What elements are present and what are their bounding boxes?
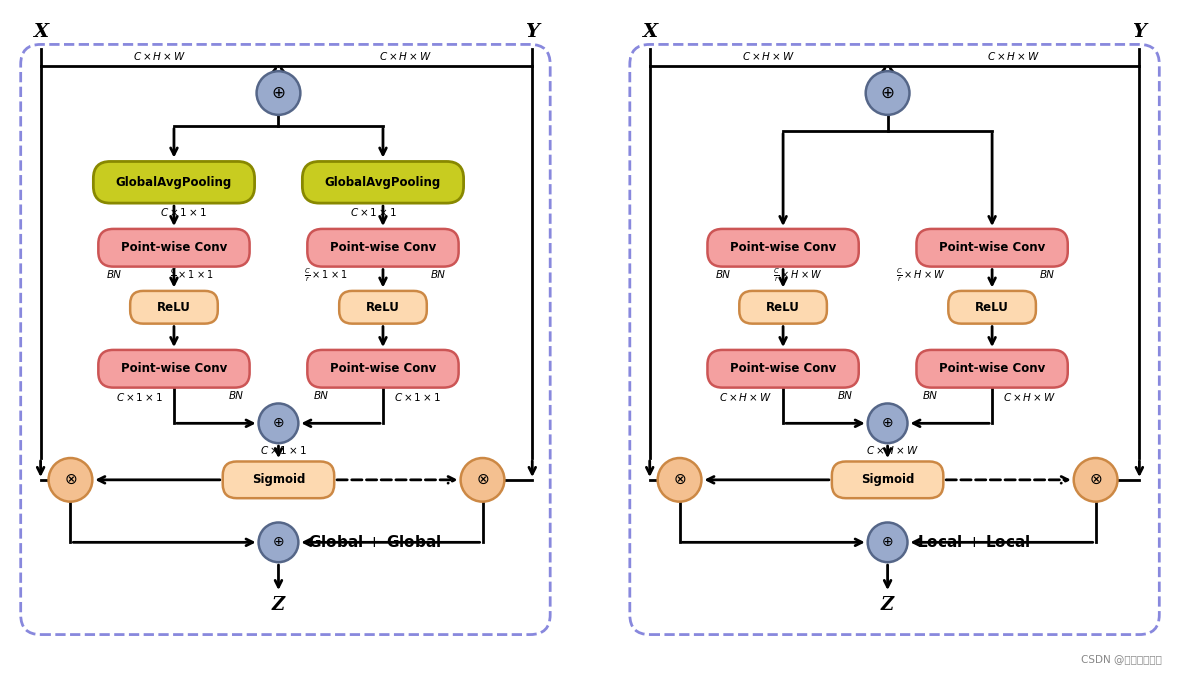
FancyBboxPatch shape [307,350,459,388]
Text: BN: BN [923,390,938,401]
Text: Z: Z [271,595,286,614]
Text: BN: BN [107,270,122,280]
Text: $\otimes$: $\otimes$ [476,473,490,488]
Text: $C\times H\times W$: $C\times H\times W$ [986,50,1040,62]
Text: Sigmoid: Sigmoid [861,473,914,486]
Circle shape [460,458,504,502]
FancyBboxPatch shape [708,350,859,388]
Circle shape [258,522,299,562]
Text: $\frac{C}{r}\times1\times1$: $\frac{C}{r}\times1\times1$ [303,267,347,285]
Text: Point-wise Conv: Point-wise Conv [730,241,837,254]
Text: BN: BN [838,390,852,401]
Text: $\frac{C}{r}\times1\times1$: $\frac{C}{r}\times1\times1$ [170,267,214,285]
Text: BN: BN [314,390,329,401]
FancyBboxPatch shape [917,229,1068,267]
Circle shape [657,458,701,502]
FancyBboxPatch shape [740,291,827,324]
Text: ReLU: ReLU [975,301,1009,314]
FancyBboxPatch shape [832,462,943,498]
Text: $\otimes$: $\otimes$ [673,473,687,488]
Circle shape [866,71,910,115]
FancyBboxPatch shape [307,229,459,267]
Text: Y: Y [1133,22,1146,41]
Text: Sigmoid: Sigmoid [251,473,306,486]
Text: X: X [33,22,48,41]
Text: Point-wise Conv: Point-wise Conv [939,363,1045,375]
Text: $\frac{C}{r}\times H\times W$: $\frac{C}{r}\times H\times W$ [896,267,945,285]
Text: $\otimes$: $\otimes$ [1089,473,1102,488]
Text: BN: BN [431,270,445,280]
Text: $C\times1\times1$: $C\times1\times1$ [116,390,163,403]
Text: $\oplus$: $\oplus$ [271,84,286,102]
FancyBboxPatch shape [949,291,1036,324]
Circle shape [867,522,907,562]
FancyBboxPatch shape [130,291,218,324]
Text: $\oplus$: $\oplus$ [881,535,893,549]
Text: $\oplus$: $\oplus$ [881,416,893,430]
Text: $\oplus$: $\oplus$ [273,535,284,549]
Text: Global $+$ Global: Global $+$ Global [308,534,441,550]
FancyBboxPatch shape [93,162,255,203]
FancyBboxPatch shape [302,162,464,203]
Text: Y: Y [525,22,539,41]
FancyBboxPatch shape [339,291,427,324]
Text: Point-wise Conv: Point-wise Conv [330,363,437,375]
Text: $\frac{C}{r}\times H\times W$: $\frac{C}{r}\times H\times W$ [773,267,822,285]
Text: $C\times H\times W$: $C\times H\times W$ [719,390,772,403]
Circle shape [48,458,92,502]
Text: $C\times1\times1$: $C\times1\times1$ [394,390,441,403]
Text: $C\times1\times1$: $C\times1\times1$ [160,206,208,218]
Text: Z: Z [881,595,894,614]
Text: $\oplus$: $\oplus$ [273,416,284,430]
Text: Point-wise Conv: Point-wise Conv [730,363,837,375]
Text: BN: BN [1040,270,1054,280]
Text: Point-wise Conv: Point-wise Conv [120,363,227,375]
Text: Point-wise Conv: Point-wise Conv [939,241,1045,254]
Text: ReLU: ReLU [366,301,400,314]
Text: $C\times H\times W$: $C\times H\times W$ [379,50,432,62]
Circle shape [1074,458,1117,502]
FancyBboxPatch shape [98,350,250,388]
Text: $C\times1\times1$: $C\times1\times1$ [260,444,307,456]
Text: $C\times H\times W$: $C\times H\times W$ [133,50,186,62]
Text: $C\times H\times W$: $C\times H\times W$ [742,50,795,62]
Text: ReLU: ReLU [766,301,800,314]
FancyBboxPatch shape [917,350,1068,388]
Circle shape [258,403,299,443]
Text: Point-wise Conv: Point-wise Conv [330,241,437,254]
Text: GlobalAvgPooling: GlobalAvgPooling [116,176,232,189]
Text: ReLU: ReLU [157,301,191,314]
Text: CSDN @执笔画红颜、: CSDN @执笔画红颜、 [1081,655,1162,664]
FancyBboxPatch shape [708,229,859,267]
Text: X: X [642,22,657,41]
Text: BN: BN [716,270,730,280]
Text: $C\times H\times W$: $C\times H\times W$ [866,444,919,456]
Text: $C\times1\times1$: $C\times1\times1$ [349,206,396,218]
Text: $C\times H\times W$: $C\times H\times W$ [1003,390,1056,403]
FancyBboxPatch shape [98,229,250,267]
Text: $\oplus$: $\oplus$ [880,84,894,102]
FancyBboxPatch shape [223,462,334,498]
Text: $\otimes$: $\otimes$ [64,473,77,488]
Text: Point-wise Conv: Point-wise Conv [120,241,227,254]
Circle shape [867,403,907,443]
Text: GlobalAvgPooling: GlobalAvgPooling [324,176,441,189]
Text: BN: BN [228,390,243,401]
Circle shape [256,71,301,115]
Text: Local $+$ Local: Local $+$ Local [918,534,1031,550]
